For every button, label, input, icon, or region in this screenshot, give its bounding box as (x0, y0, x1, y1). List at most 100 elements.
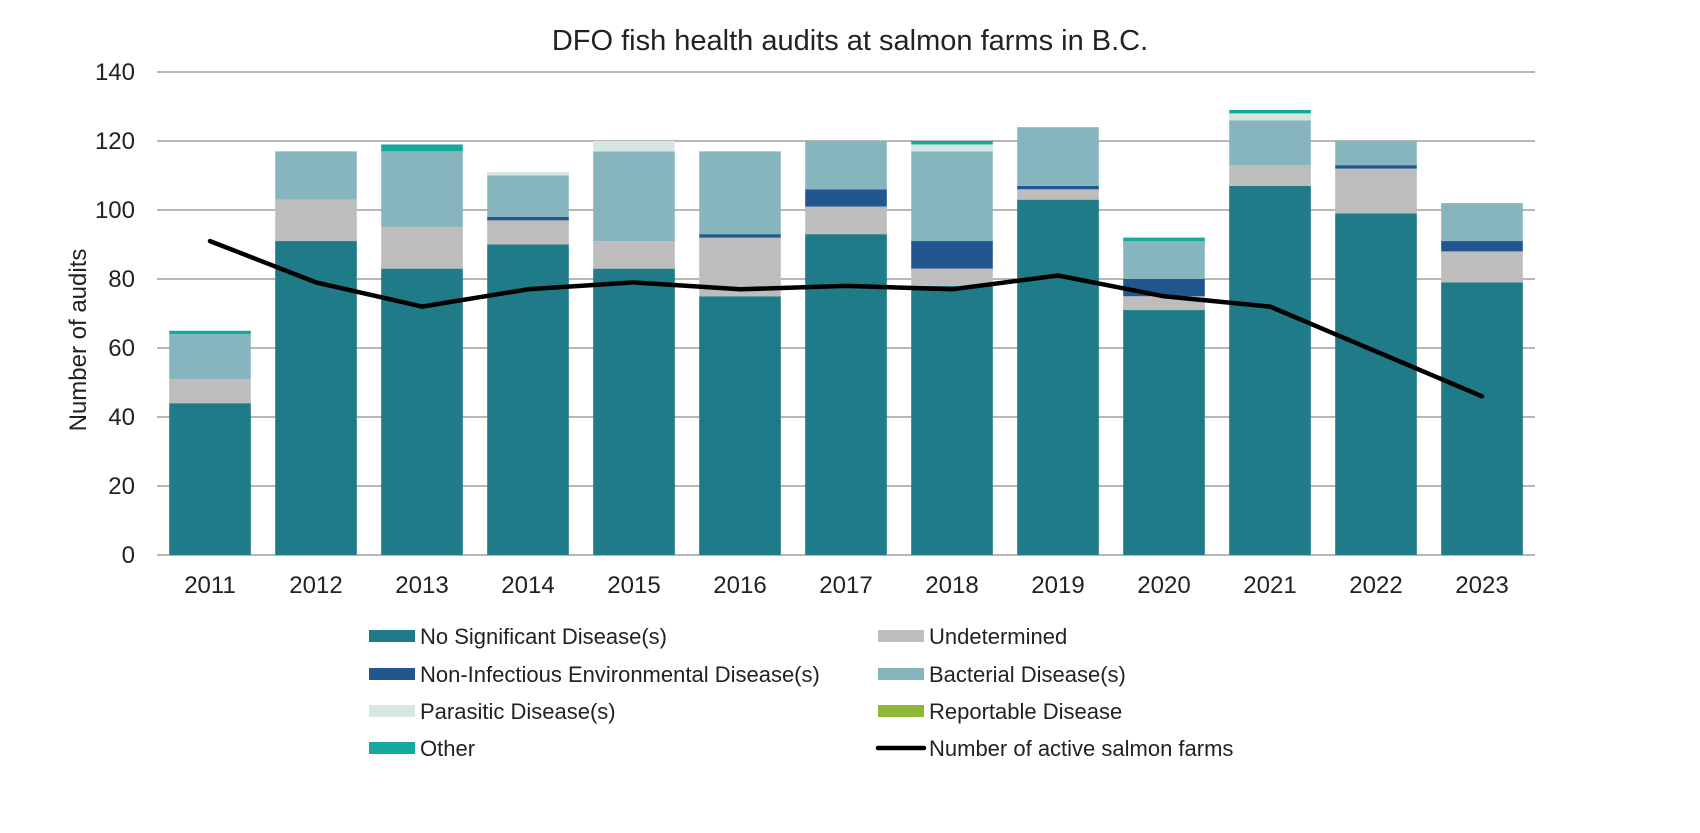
bar-segment (593, 141, 675, 152)
bar-segment (1335, 165, 1417, 169)
legend-label: Other (420, 736, 475, 761)
bar-segment (1441, 241, 1523, 252)
bar-segment (275, 151, 357, 200)
legend-swatch (369, 668, 415, 680)
x-tick-label: 2013 (395, 572, 448, 599)
bar-segment (1229, 113, 1311, 121)
legend-item: Bacterial Disease(s) (878, 662, 1126, 687)
bar-segment (1335, 168, 1417, 214)
bar-segment (1017, 199, 1099, 555)
bar-stack-2021 (1229, 109, 1311, 555)
x-tick-label: 2023 (1455, 572, 1508, 599)
bar-segment (699, 151, 781, 235)
x-tick-label: 2014 (501, 572, 554, 599)
bar-segment (169, 330, 251, 335)
bar-segment (1229, 165, 1311, 186)
x-tick-label: 2018 (925, 572, 978, 599)
bar-segment (487, 172, 569, 176)
legend-item: Parasitic Disease(s) (369, 699, 616, 724)
legend-item: Non-Infectious Environmental Disease(s) (369, 662, 820, 687)
bar-segment (911, 144, 993, 152)
x-tick-label: 2020 (1137, 572, 1190, 599)
legend-item: Undetermined (878, 624, 1067, 649)
bar-stack-2023 (1441, 203, 1523, 555)
bar-stack-2012 (275, 151, 357, 556)
bar-segment (487, 220, 569, 245)
bar-stack-2018 (911, 141, 993, 555)
bar-segment (1441, 282, 1523, 555)
bar-segment (805, 234, 887, 555)
chart-title: DFO fish health audits at salmon farms i… (552, 25, 1148, 57)
bar-segment (911, 285, 993, 555)
bar-segment (487, 216, 569, 221)
bar-segment (1017, 189, 1099, 200)
bars (169, 109, 1523, 556)
y-tick-label: 20 (108, 473, 135, 500)
bar-segment (699, 234, 781, 238)
legend-swatch (369, 705, 415, 717)
bar-stack-2014 (487, 172, 569, 555)
x-tick-label: 2019 (1031, 572, 1084, 599)
bar-stack-2019 (1017, 127, 1099, 555)
x-tick-label: 2016 (713, 572, 766, 599)
legend-swatch (369, 630, 415, 642)
bar-segment (1229, 120, 1311, 166)
bar-segment (911, 241, 993, 269)
legend-swatch (878, 668, 924, 680)
x-tick-label: 2021 (1243, 572, 1296, 599)
legend-item: Reportable Disease (878, 699, 1122, 724)
legend-item: Number of active salmon farms (875, 736, 1233, 761)
bar-stack-2022 (1335, 141, 1417, 555)
y-tick-label: 120 (95, 128, 135, 155)
bar-segment (1123, 237, 1205, 242)
x-tick-label: 2015 (607, 572, 660, 599)
x-tick-label: 2022 (1349, 572, 1402, 599)
bar-segment (805, 141, 887, 190)
bar-segment (1017, 185, 1099, 190)
bar-segment (1123, 241, 1205, 279)
legend-label: Undetermined (929, 624, 1067, 649)
bar-stack-2011 (169, 330, 251, 555)
legend-label: No Significant Disease(s) (420, 624, 667, 649)
bar-segment (593, 241, 675, 269)
legend: No Significant Disease(s) Undetermined Non… (369, 624, 1233, 761)
legend-label: Non-Infectious Environmental Disease(s) (420, 662, 820, 687)
bar-segment (275, 199, 357, 242)
y-tick-label: 0 (122, 542, 135, 569)
y-axis-title: Number of audits (65, 249, 92, 432)
bar-segment (1335, 141, 1417, 166)
bar-segment (1441, 203, 1523, 242)
bar-segment (381, 268, 463, 555)
bar-segment (1229, 109, 1311, 114)
bar-segment (169, 334, 251, 380)
bar-stack-2017 (805, 141, 887, 555)
legend-swatch (878, 705, 924, 717)
bar-segment (593, 268, 675, 555)
bar-segment (1017, 127, 1099, 186)
legend-label: Bacterial Disease(s) (929, 662, 1126, 687)
legend-swatch (369, 742, 415, 754)
bar-segment (699, 296, 781, 555)
legend-label: Reportable Disease (929, 699, 1122, 724)
y-axis-ticks: 0 20 40 60 80 100 120 140 (95, 59, 135, 569)
bar-segment (487, 244, 569, 555)
bar-segment (1335, 213, 1417, 555)
bar-segment (911, 141, 993, 145)
legend-item: No Significant Disease(s) (369, 624, 667, 649)
bar-segment (381, 227, 463, 269)
bar-segment (1229, 185, 1311, 555)
legend-label: Number of active salmon farms (929, 736, 1233, 761)
bar-segment (381, 144, 463, 152)
bar-stack-2015 (593, 141, 675, 555)
bar-stack-2016 (699, 151, 781, 555)
bar-segment (593, 151, 675, 242)
legend-item: Other (369, 736, 475, 761)
bar-segment (1123, 310, 1205, 555)
bar-segment (1441, 251, 1523, 283)
y-tick-label: 100 (95, 197, 135, 224)
legend-swatch (878, 630, 924, 642)
y-tick-label: 40 (108, 404, 135, 431)
bar-stack-2020 (1123, 237, 1205, 555)
